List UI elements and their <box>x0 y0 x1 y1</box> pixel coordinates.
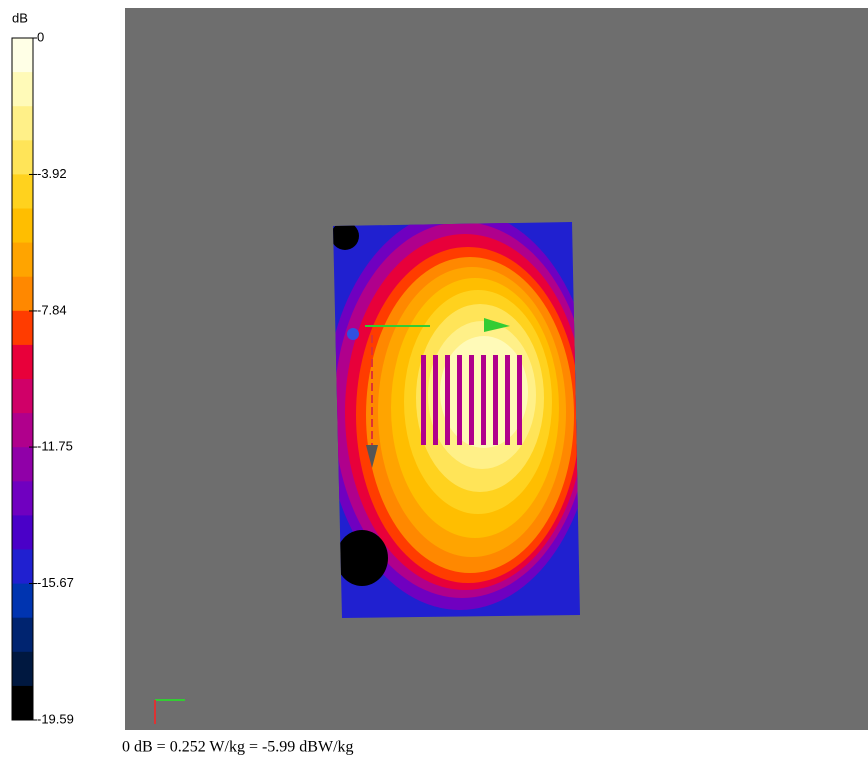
colorbar-band <box>12 208 33 244</box>
colorbar-band <box>12 447 33 482</box>
colorbar-band <box>12 515 33 550</box>
colorbar-band <box>12 379 33 414</box>
colorbar-tick-label: 0 <box>37 29 44 44</box>
colorbar-band <box>12 651 33 687</box>
colorbar-tick-label: -19.59 <box>37 711 74 726</box>
colorbar-tick-label: -15.67 <box>37 575 74 590</box>
colorbar-band <box>12 481 33 516</box>
colorbar-band <box>12 549 33 585</box>
caption: 0 dB = 0.252 W/kg = -5.99 dBW/kg <box>122 739 354 756</box>
arrow-head <box>366 445 378 468</box>
colorbar-tick-label: -3.92 <box>37 166 67 181</box>
colorbar-band <box>12 106 33 141</box>
colorbar-band <box>12 72 33 107</box>
colorbar-band <box>12 583 33 619</box>
colorbar-band <box>12 685 33 721</box>
colorbar-band <box>12 310 33 346</box>
sar-map <box>333 222 580 618</box>
colorbar-tick-label: -11.75 <box>37 438 73 453</box>
arrow-head <box>484 318 510 332</box>
colorbar-band <box>12 344 33 380</box>
colorbar-tick-label: -7.84 <box>37 302 67 317</box>
colorbar-band <box>12 140 33 175</box>
colorbar-band <box>12 242 33 278</box>
colorbar-label: dB <box>12 10 28 25</box>
colorbar-frame <box>11 37 34 721</box>
colorbar-band <box>12 276 33 312</box>
colorbar-band <box>12 617 33 653</box>
colorbar-band <box>12 174 33 209</box>
colorbar-band <box>12 413 33 448</box>
origin-dot <box>347 328 359 340</box>
colorbar-band <box>12 38 33 73</box>
